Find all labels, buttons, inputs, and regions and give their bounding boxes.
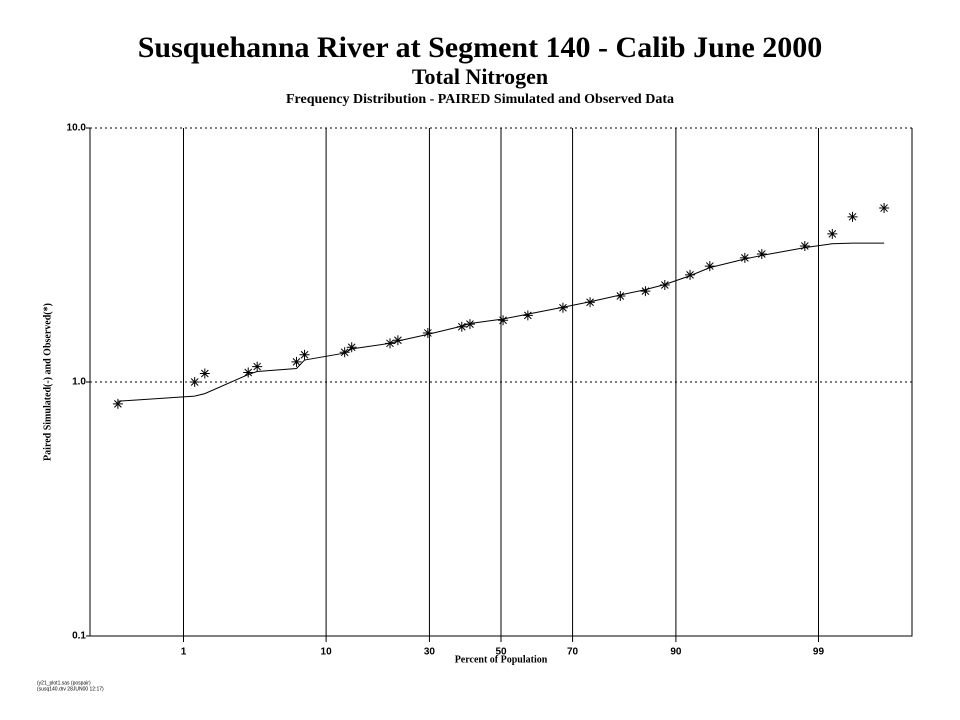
x-tick-label: 50: [495, 647, 507, 658]
x-axis-label: Percent of Population: [455, 654, 548, 665]
star-marker: [252, 361, 263, 372]
plot-frame: [89, 128, 913, 637]
star-marker: [685, 269, 696, 280]
star-marker: [640, 286, 651, 297]
y-tick-label: 0.1: [72, 631, 86, 642]
chart-subtitle: Total Nitrogen: [412, 64, 548, 89]
chart-caption: Frequency Distribution - PAIRED Simulate…: [286, 92, 674, 107]
x-tick-label: 30: [424, 647, 436, 658]
star-marker: [847, 211, 858, 222]
star-marker: [339, 347, 350, 358]
star-marker: [299, 349, 310, 360]
y-tick-label: 1.0: [72, 377, 86, 388]
star-marker: [346, 342, 357, 353]
star-marker: [879, 203, 890, 214]
star-marker: [498, 315, 509, 326]
x-tick-label: 1: [181, 647, 187, 658]
footer: (susq140.drv 28JUN00 12:17): [37, 686, 104, 692]
star-marker: [659, 279, 670, 290]
y-tick-label: 10.0: [67, 123, 87, 134]
x-tick-label: 70: [567, 647, 579, 658]
star-marker: [557, 302, 568, 313]
star-marker: [585, 297, 596, 308]
star-marker: [291, 356, 302, 367]
star-marker: [243, 367, 254, 378]
star-marker: [392, 335, 403, 346]
star-marker: [522, 310, 533, 321]
x-tick-label: 10: [321, 647, 333, 658]
star-marker: [827, 228, 838, 239]
star-marker: [799, 241, 810, 252]
chart-title: Susquehanna River at Segment 140 - Calib…: [138, 31, 823, 64]
star-marker: [199, 368, 210, 379]
star-marker: [422, 327, 433, 338]
star-marker: [615, 291, 626, 302]
star-marker: [756, 249, 767, 260]
star-marker: [384, 338, 395, 349]
star-marker: [112, 398, 123, 409]
star-marker: [704, 261, 715, 272]
x-tick-label: 90: [670, 647, 682, 658]
y-axis-label: Paired Simulated(-) and Observed(*): [42, 303, 53, 461]
x-tick-label: 99: [813, 647, 825, 658]
footer: (y21_plot1.sas (pospair): [37, 680, 91, 686]
star-marker: [189, 377, 200, 387]
star-marker: [739, 252, 750, 263]
star-marker: [456, 321, 467, 332]
star-marker: [464, 319, 475, 330]
